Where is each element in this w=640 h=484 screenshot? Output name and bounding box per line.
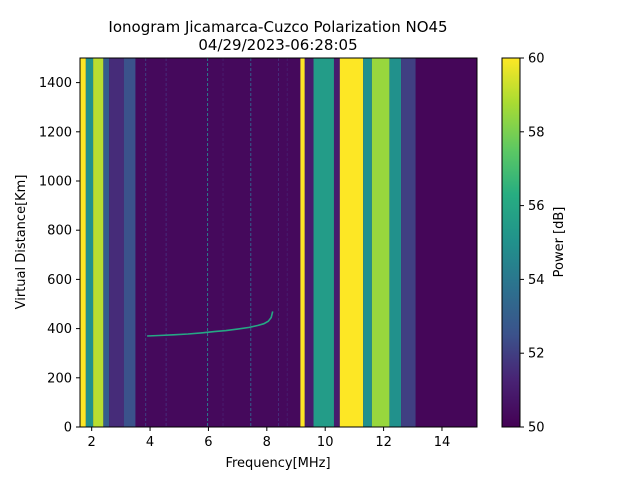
x-tick-label-1: 4 [146, 435, 154, 450]
power-band-5 [123, 58, 136, 427]
y-tick-label-3: 600 [47, 273, 72, 288]
y-tick-label-0: 0 [64, 421, 72, 436]
colorbar-tick-label-3: 56 [528, 199, 545, 214]
colorbar-tick-label-2: 54 [528, 273, 545, 288]
power-band-10 [333, 58, 340, 427]
colorbar-tick-label-0: 50 [528, 421, 545, 436]
y-tick-label-5: 1000 [39, 175, 72, 190]
power-band-9 [313, 58, 334, 427]
power-band-2 [93, 58, 104, 427]
y-tick-label-6: 1200 [39, 125, 72, 140]
colorbar-tick-label-1: 52 [528, 347, 545, 362]
x-axis-ticks: 2 4 6 8 10 12 14 [88, 427, 451, 450]
colorbar-tick-label-5: 60 [528, 52, 545, 67]
y-tick-label-1: 200 [47, 371, 72, 386]
power-band-4 [109, 58, 124, 427]
x-axis-label: Frequency[MHz] [225, 456, 330, 471]
power-band-0 [80, 58, 86, 427]
power-band-7 [300, 58, 305, 427]
chart-subtitle: 04/29/2023-06:28:05 [198, 36, 357, 54]
x-tick-label-3: 8 [263, 435, 271, 450]
y-axis-label: Virtual Distance[Km] [14, 175, 29, 310]
power-band-16 [415, 58, 477, 427]
power-band-11 [339, 58, 364, 427]
y-axis-ticks: 0 200 400 600 800 1000 1200 1400 [39, 76, 80, 436]
x-tick-label-0: 2 [88, 435, 96, 450]
y-tick-label-4: 800 [47, 224, 72, 239]
colorbar-tick-label-4: 58 [528, 125, 545, 140]
colorbar-ticks: 50 52 54 56 58 60 [520, 52, 545, 436]
bands-layer [80, 58, 477, 427]
power-band-3 [103, 58, 110, 427]
x-tick-label-4: 10 [317, 435, 334, 450]
power-band-12 [363, 58, 372, 427]
x-tick-label-5: 12 [375, 435, 392, 450]
plot-frame [79, 57, 478, 428]
x-tick-label-6: 14 [434, 435, 451, 450]
power-band-6 [135, 58, 301, 427]
y-tick-label-2: 400 [47, 322, 72, 337]
echo-trace [147, 311, 274, 337]
colorbar-label: Power [dB] [552, 207, 567, 278]
colorbar [501, 57, 521, 428]
power-band-1 [85, 58, 94, 427]
thin-lines-layer [145, 58, 288, 427]
y-tick-label-7: 1400 [39, 76, 72, 91]
power-band-14 [389, 58, 402, 427]
chart-title: Ionogram Jicamarca-Cuzco Polarization NO… [108, 18, 447, 36]
x-tick-label-2: 6 [204, 435, 212, 450]
plot-area [80, 58, 477, 427]
power-band-8 [304, 58, 314, 427]
power-band-13 [371, 58, 390, 427]
power-band-15 [401, 58, 416, 427]
